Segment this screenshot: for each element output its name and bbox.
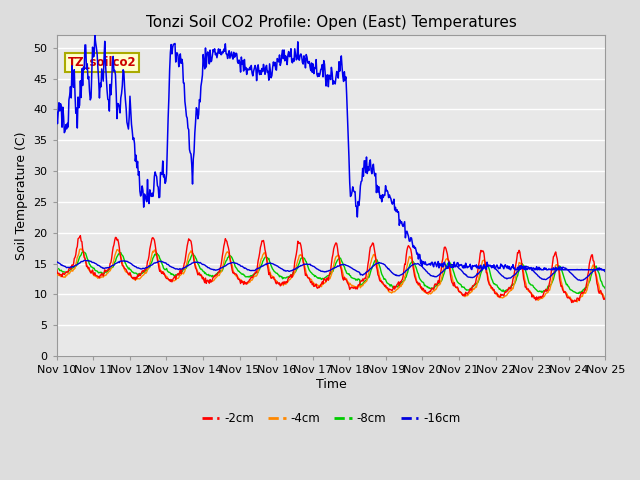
Title: Tonzi Soil CO2 Profile: Open (East) Temperatures: Tonzi Soil CO2 Profile: Open (East) Temp… [145,15,516,30]
Text: TZ_soilco2: TZ_soilco2 [68,56,136,69]
X-axis label: Time: Time [316,378,346,391]
Y-axis label: Soil Temperature (C): Soil Temperature (C) [15,132,28,260]
Legend: -2cm, -4cm, -8cm, -16cm: -2cm, -4cm, -8cm, -16cm [197,407,465,430]
